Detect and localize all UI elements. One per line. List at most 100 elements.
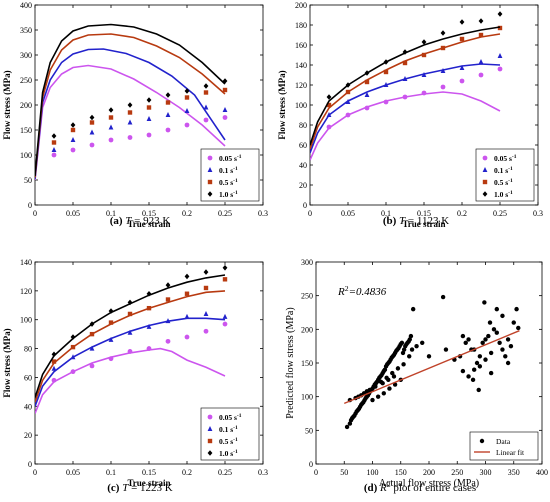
data-point	[146, 323, 152, 329]
data-point	[89, 120, 95, 125]
x-tick-label: 0.15	[142, 209, 156, 218]
data-point	[440, 84, 446, 90]
data-point	[51, 359, 57, 364]
data-point	[421, 52, 427, 58]
data-point	[108, 356, 114, 362]
data-point	[184, 273, 190, 280]
text-part: 2	[387, 480, 391, 489]
legend: 0.05 s-10.1 s-10.5 s-11.0 s-1	[200, 148, 260, 202]
legend-label-base: 1.0 s	[219, 449, 233, 458]
data-point	[345, 82, 351, 88]
panel-caption: (d) R2 plot of entire cases	[364, 480, 476, 495]
y-tick-label: 60	[24, 373, 32, 382]
legend-label: 1.0 s-1	[219, 190, 238, 199]
legend-label-base: 0.5 s	[494, 178, 508, 187]
data-point	[440, 30, 446, 36]
y-tick-label: 150	[20, 126, 32, 135]
legend-marker	[482, 155, 488, 161]
legend-marker	[482, 167, 488, 172]
chart-panel-2: 0 0.05 0.1 0.15 0.2 0.25 0.3 0 20 40 60 80 100 120 140…	[2, 258, 268, 494]
data-point	[203, 310, 209, 316]
panel-caption: (c) T = 1223 K	[107, 482, 173, 494]
data-point	[497, 11, 503, 17]
legend-label: 0.05 s-1	[219, 154, 242, 163]
data-point	[402, 76, 408, 81]
y-tick-label: 140	[295, 61, 307, 70]
data-point	[459, 78, 465, 84]
data-point	[203, 285, 209, 291]
data-point	[497, 66, 503, 72]
scatter-point	[373, 384, 378, 389]
data-point	[127, 311, 133, 317]
x-axis-label: Actual flow stress (MPa)	[379, 478, 479, 489]
y-tick-label: 250	[301, 292, 313, 301]
data-point	[203, 117, 209, 123]
scatter-point	[395, 366, 401, 371]
x-tick-label: 0.2	[457, 209, 467, 218]
data-point	[108, 320, 114, 325]
legend-label-base: 1.0 s	[494, 190, 508, 199]
scatter-point	[466, 374, 471, 379]
data-point	[127, 102, 133, 108]
x-tick-label: 350	[508, 468, 520, 477]
x-tick-label: 200	[423, 468, 435, 477]
x-tick-label: 0.05	[341, 209, 355, 218]
data-point	[51, 351, 57, 358]
data-point	[383, 59, 389, 65]
series-curve-2	[35, 290, 226, 403]
legend-label-sup: -1	[233, 449, 238, 455]
data-point	[51, 365, 57, 371]
data-point	[89, 114, 95, 121]
data-point	[203, 83, 209, 89]
scatter-point	[420, 340, 425, 345]
x-tick-label: 0	[33, 468, 37, 477]
data-point	[326, 94, 332, 100]
legend-label-base: 0.5 s	[219, 437, 233, 446]
text-part: T	[399, 215, 406, 227]
legend-label: 1.0 s-1	[494, 190, 513, 199]
x-tick-label: 0.3	[258, 209, 268, 218]
scatter-point	[494, 330, 499, 335]
legend-marker	[207, 155, 213, 161]
scatter-point	[514, 306, 519, 312]
y-tick-label: 200	[295, 1, 307, 10]
x-tick-label: 0.2	[182, 209, 192, 218]
data-point	[203, 90, 209, 95]
y-tick-label: 0	[309, 460, 313, 469]
text-part: = 1223 K	[128, 482, 172, 494]
data-point	[70, 137, 76, 142]
data-point	[184, 291, 190, 296]
y-tick-label: 0	[28, 460, 32, 469]
legend-marker	[207, 167, 213, 172]
legend-marker	[207, 179, 213, 185]
data-point	[165, 338, 171, 344]
data-point	[184, 88, 190, 94]
scatter-point	[401, 362, 406, 367]
panel-caption-tag: (a)	[110, 215, 123, 227]
x-tick-label: 0.2	[182, 468, 192, 477]
legend: 0.05 s-10.1 s-10.5 s-11.0 s-1	[200, 407, 260, 461]
x-tick-label: 0	[33, 209, 37, 218]
scatter-point	[472, 367, 477, 372]
data-point	[222, 313, 228, 319]
scatter-point	[497, 340, 502, 345]
legend-label: 0.5 s-1	[494, 178, 513, 187]
scatter-point	[500, 347, 505, 352]
data-point	[70, 344, 76, 350]
chart-panel-0: 0 0.05 0.1 0.15 0.2 0.25 0.3 0 50 100 150 200 250 300…	[2, 1, 268, 229]
data-point	[70, 369, 76, 375]
y-tick-label: 50	[305, 426, 313, 435]
legend-label-base: 0.5 s	[219, 178, 233, 187]
legend-label-sup: -1	[512, 154, 517, 160]
text-part: = 923 K	[131, 215, 170, 227]
text-part: T	[122, 482, 129, 494]
scatter-point	[400, 350, 406, 356]
scatter-point	[486, 333, 491, 339]
panel-caption: (b) T = 1123 K	[383, 215, 449, 227]
data-point	[326, 112, 332, 117]
data-point	[108, 308, 114, 314]
y-axis-label: Predicted flow stress (MPa)	[285, 307, 296, 418]
legend-label: 0.5 s-1	[219, 437, 238, 446]
data-point	[127, 135, 133, 140]
scatter-point	[347, 421, 353, 426]
